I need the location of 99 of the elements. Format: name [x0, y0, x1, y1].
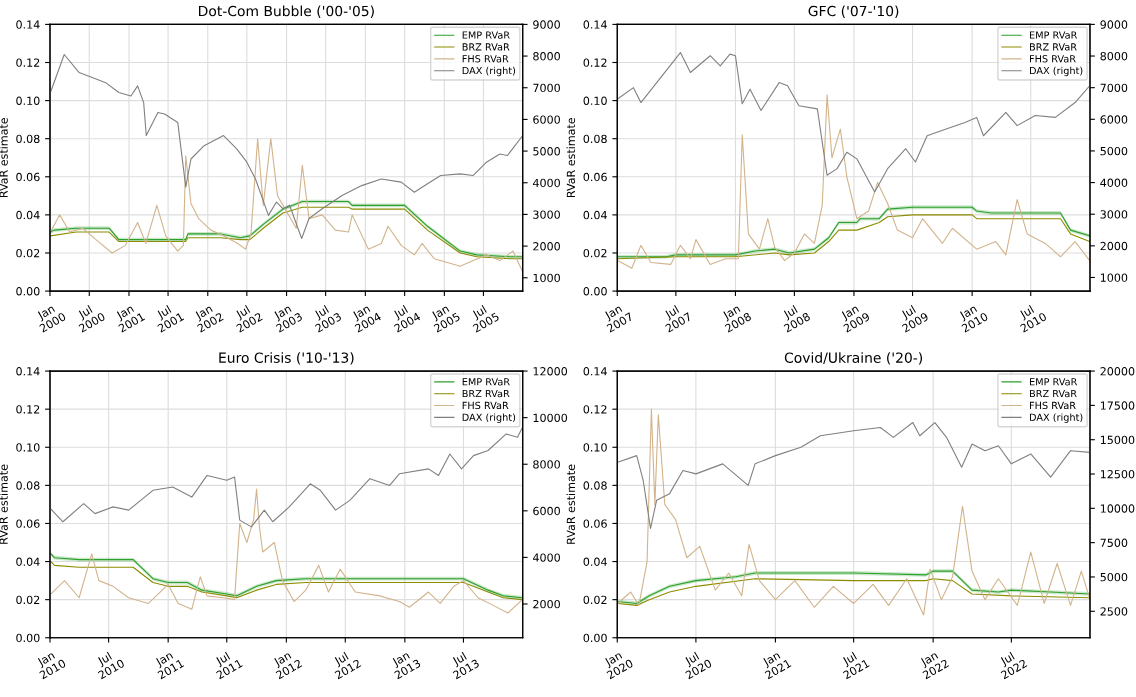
y-axis-title: RVaR estimate [566, 117, 576, 198]
legend-label: DAX (right) [1030, 66, 1083, 77]
line-series [49, 53, 523, 240]
y2-tick-label: 9000 [1100, 20, 1128, 29]
y-tick-label: 0.14 [16, 20, 40, 29]
y-tick-label: 0.10 [583, 96, 607, 105]
legend-label: FHS RVaR [462, 401, 509, 410]
chart-title: Covid/Ukraine ('20-) [784, 352, 923, 365]
y-tick-label: 0.02 [16, 248, 40, 258]
y2-tick-label: 8000 [1100, 52, 1128, 61]
legend-label: EMP RVaR [462, 31, 510, 39]
y-tick-label: 0.08 [583, 134, 607, 144]
legend-label: FHS RVaR [1030, 55, 1076, 63]
y-tick-label: 0.06 [16, 519, 40, 528]
y-tick-label: 0.10 [583, 443, 607, 452]
y2-tick-label: 2000 [533, 599, 560, 609]
y-tick-label: 0.12 [583, 405, 607, 414]
y-tick-label: 0.08 [16, 481, 40, 490]
legend-label: BRZ RVaR [1030, 390, 1077, 398]
y2-tick-label: 7000 [1100, 83, 1128, 93]
legend-label: FHS RVaR [462, 55, 509, 63]
y-axis-title: RVaR estimate [0, 117, 8, 198]
y2-tick-label: 4000 [532, 178, 560, 188]
y-tick-label: 0.00 [16, 633, 40, 643]
y2-tick-label: 2000 [1100, 241, 1128, 251]
line-series [617, 214, 1090, 260]
legend-label: EMP RVaR [1030, 31, 1078, 39]
line-series [617, 578, 1090, 606]
y-tick-label: 0.06 [583, 172, 607, 182]
y2-tick-label: 3000 [533, 210, 560, 219]
legend-label: DAX (right) [462, 66, 516, 77]
y2-tick-label: 3000 [1100, 210, 1128, 219]
y-tick-label: 0.06 [16, 172, 40, 182]
y-tick-label: 0.10 [16, 96, 40, 105]
line-series [617, 421, 1090, 530]
line-series [50, 426, 523, 528]
legend-label: EMP RVaR [462, 378, 510, 386]
chart-title: Dot-Com Bubble ('00-'05) [199, 5, 374, 18]
legend-label: BRZ RVaR [462, 43, 510, 51]
y-tick-label: 0.08 [583, 481, 607, 490]
y2-tick-label: 8000 [533, 52, 560, 61]
line-series [617, 94, 1090, 269]
y-tick-label: 0.06 [583, 519, 607, 528]
y2-tick-label: 7500 [1100, 538, 1128, 548]
y2-tick-label: 10000 [533, 413, 568, 423]
y-tick-label: 0.04 [16, 210, 40, 220]
y2-tick-label: 6000 [533, 506, 560, 516]
y2-tick-label: 2500 [1100, 607, 1128, 616]
y-tick-label: 0.10 [16, 443, 40, 452]
y2-tick-label: 15000 [1100, 435, 1135, 445]
line-series [50, 488, 523, 614]
y2-tick-label: 2000 [533, 242, 560, 251]
y-tick-label: 0.02 [583, 595, 607, 605]
y-tick-label: 0.04 [583, 210, 607, 220]
y-tick-label: 0.02 [16, 595, 40, 605]
y-tick-label: 0.04 [583, 557, 607, 566]
y2-tick-label: 1000 [533, 273, 560, 283]
y2-tick-label: 10000 [1100, 504, 1135, 513]
y2-tick-label: 9000 [533, 20, 560, 29]
y2-tick-label: 20000 [1100, 367, 1135, 376]
y-axis-title: RVaR estimate [0, 464, 8, 544]
y-tick-label: 0.12 [583, 58, 607, 67]
y2-tick-label: 4000 [532, 553, 560, 562]
y-tick-label: 0.14 [583, 20, 607, 29]
y2-tick-label: 5000 [1100, 572, 1128, 582]
y-tick-label: 0.00 [16, 287, 40, 296]
chart-title: GFC ('07-'10) [808, 5, 899, 18]
y2-tick-label: 17500 [1100, 401, 1135, 410]
chart-title: Euro Crisis ('10-'13) [219, 352, 354, 365]
y2-tick-label: 4000 [1100, 178, 1128, 187]
y-tick-label: 0.08 [16, 134, 40, 144]
y2-tick-label: 8000 [533, 460, 560, 469]
legend-label: BRZ RVaR [462, 390, 510, 398]
y2-tick-label: 5000 [1100, 146, 1128, 156]
line-series [617, 51, 1090, 193]
line-series [617, 408, 1090, 616]
y-tick-label: 0.12 [16, 405, 40, 414]
y-tick-label: 0.00 [583, 287, 607, 296]
legend-label: EMP RVaR [1030, 378, 1078, 386]
line-series [49, 138, 523, 273]
y-tick-label: 0.14 [16, 367, 40, 376]
line-series [50, 561, 523, 601]
y-tick-label: 0.04 [16, 557, 40, 566]
y2-tick-label: 6000 [1100, 115, 1128, 124]
y2-tick-label: 5000 [533, 147, 560, 156]
legend-label: DAX (right) [462, 413, 516, 423]
y-tick-label: 0.02 [583, 248, 607, 258]
y-tick-label: 0.00 [583, 633, 607, 643]
y-tick-label: 0.14 [583, 367, 607, 376]
y2-tick-label: 12500 [1100, 469, 1135, 479]
y-tick-label: 0.12 [16, 58, 40, 67]
y-axis-title: RVaR estimate [566, 464, 576, 544]
y2-tick-label: 7000 [533, 83, 560, 93]
legend-label: BRZ RVaR [1030, 43, 1077, 51]
legend-label: FHS RVaR [1030, 401, 1076, 410]
legend-label: DAX (right) [1030, 413, 1083, 423]
y2-tick-label: 12000 [533, 367, 568, 376]
y2-tick-label: 6000 [533, 115, 560, 124]
y2-tick-label: 1000 [1100, 273, 1128, 282]
